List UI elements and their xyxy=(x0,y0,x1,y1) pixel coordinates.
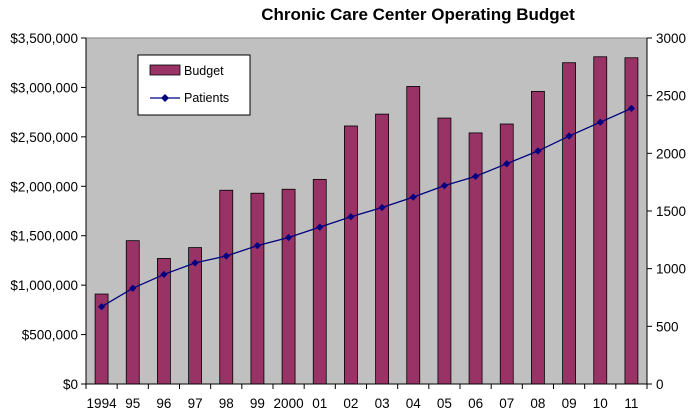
patients-line xyxy=(101,107,632,308)
x-tick-label: 08 xyxy=(530,396,545,411)
patients-point xyxy=(129,284,137,292)
y-right-tick-label: 1000 xyxy=(656,262,686,277)
patients-point xyxy=(627,104,636,112)
budget-bar xyxy=(344,125,358,385)
budget-bar xyxy=(531,90,545,385)
budget-bar xyxy=(219,189,234,385)
y-right-tick-label: 2000 xyxy=(656,146,686,161)
patients-point xyxy=(596,118,604,126)
budget-bar xyxy=(562,62,576,385)
x-tick-label: 07 xyxy=(499,396,514,411)
budget-bar xyxy=(125,240,140,385)
budget-bar xyxy=(593,56,608,385)
budget-bar xyxy=(406,86,421,385)
budget-bar xyxy=(375,113,389,385)
x-tick-label: 2000 xyxy=(274,396,304,411)
x-tick-label: 98 xyxy=(219,396,234,411)
x-tick-label: 04 xyxy=(406,396,422,411)
legend-budget-swatch xyxy=(149,64,181,76)
y-right-tick-label: 0 xyxy=(656,377,664,392)
x-tick-label: 01 xyxy=(312,396,327,411)
patients-point xyxy=(222,252,230,260)
patients-point xyxy=(316,223,324,231)
patients-point xyxy=(565,132,573,140)
patients-point xyxy=(471,172,480,180)
x-tick-label: 06 xyxy=(468,396,483,411)
y-left-tick-label: $3,000,000 xyxy=(10,80,78,95)
budget-bar xyxy=(437,117,452,385)
legend-patients-marker xyxy=(161,94,169,102)
x-tick-label: 99 xyxy=(250,396,265,411)
legend: Budget Patients xyxy=(137,54,251,116)
x-tick-label: 10 xyxy=(593,396,608,411)
line-series xyxy=(97,104,636,311)
budget-bar xyxy=(468,132,483,385)
x-tick-label: 1994 xyxy=(87,396,118,411)
x-tick-label: 05 xyxy=(437,396,452,411)
y-right-tick-label: 1500 xyxy=(656,204,686,219)
x-tick-label: 95 xyxy=(125,396,140,411)
budget-bar xyxy=(312,178,327,385)
y-right-tick-label: 2500 xyxy=(656,89,686,104)
patients-point xyxy=(378,203,386,212)
y-left-tick-label: $2,000,000 xyxy=(10,179,78,194)
patients-point xyxy=(503,160,511,168)
y-right-tick-label: 3000 xyxy=(656,31,686,46)
patients-point xyxy=(534,147,542,155)
patients-point xyxy=(253,242,262,250)
y-left-tick-label: $500,000 xyxy=(22,328,78,343)
x-tick-label: 97 xyxy=(188,396,203,411)
budget-bar xyxy=(281,188,296,385)
budget-bar xyxy=(250,192,265,385)
patients-point xyxy=(160,270,168,279)
x-tick-label: 09 xyxy=(562,396,577,411)
patients-point xyxy=(409,193,417,201)
y-left-tick-label: $3,500,000 xyxy=(10,31,78,46)
patients-point xyxy=(284,233,293,242)
legend-budget-label: Budget xyxy=(184,64,224,78)
budget-bar xyxy=(188,247,202,385)
x-tick-label: 02 xyxy=(343,396,358,411)
y-left-tick-label: $2,500,000 xyxy=(10,130,78,145)
chart-title: Chronic Care Center Operating Budget xyxy=(261,5,575,24)
x-tick-label: 96 xyxy=(156,396,171,411)
y-left-tick-label: $1,000,000 xyxy=(10,278,78,293)
patients-point xyxy=(347,213,355,221)
x-tick-label: 03 xyxy=(375,396,390,411)
y-left-tick-label: $1,500,000 xyxy=(10,229,78,244)
x-tick-label: 11 xyxy=(624,396,638,411)
patients-point xyxy=(97,303,106,311)
patients-point xyxy=(191,259,199,267)
y-right-tick-label: 500 xyxy=(656,319,679,334)
y-left-tick-label: $0 xyxy=(63,377,78,392)
axes: $0 $500,000 $1,000,000 $1,500,000 $2,000,000… xyxy=(10,31,686,411)
patients-point xyxy=(440,182,449,190)
legend-patients-label: Patients xyxy=(184,91,229,105)
